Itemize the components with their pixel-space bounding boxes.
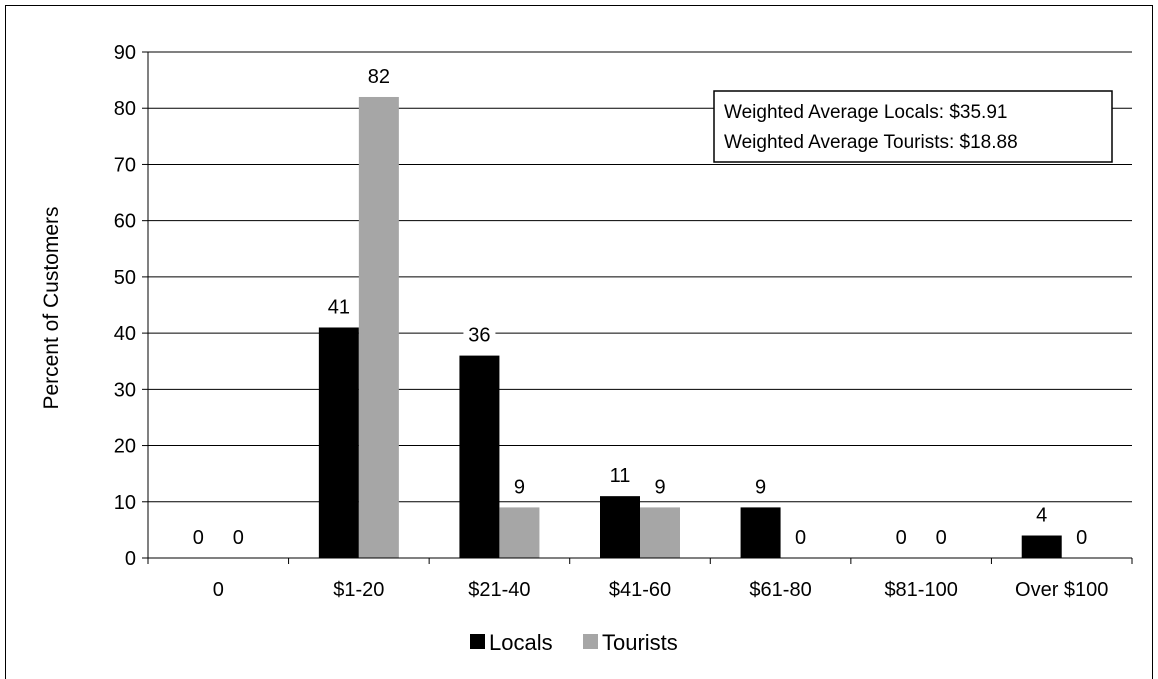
bars — [318, 96, 1062, 558]
data-label-tourists: 0 — [233, 527, 244, 549]
data-label-tourists: 0 — [936, 527, 947, 549]
annotation-line-locals: Weighted Average Locals: $35.91 — [724, 102, 1007, 123]
data-label-locals: 36 — [468, 325, 490, 347]
data-label-tourists: 9 — [654, 476, 665, 498]
y-tick-label: 40 — [114, 323, 136, 345]
data-labels: 0 41 36 11 9 0 4 0 82 9 9 0 0 0 — [188, 64, 1092, 549]
y-tick-label: 10 — [114, 492, 136, 514]
bar-locals — [740, 507, 781, 558]
y-tick-label: 60 — [114, 211, 136, 233]
data-label-tourists: 0 — [1076, 527, 1087, 549]
data-label-tourists: 9 — [514, 476, 525, 498]
chart-frame — [5, 5, 1153, 679]
y-tick-label: 30 — [114, 379, 136, 401]
data-label-bg — [188, 526, 209, 548]
data-label-bg — [463, 323, 496, 346]
data-label-bg — [362, 64, 395, 87]
x-tick-label: $1-20 — [333, 579, 384, 601]
x-tick-label: $61-80 — [749, 579, 811, 601]
data-label-locals: 41 — [328, 296, 350, 318]
bar-locals — [459, 355, 500, 558]
data-label-bg — [1031, 503, 1052, 526]
data-label-bg — [322, 295, 355, 318]
bar-locals — [318, 327, 359, 558]
legend: Locals Tourists — [470, 630, 678, 655]
bar-tourists — [358, 96, 399, 558]
data-label-tourists: 82 — [368, 66, 390, 88]
y-tick-label: 20 — [114, 436, 136, 458]
bar-tourists — [640, 507, 680, 558]
data-label-bg — [750, 475, 771, 498]
x-tick-label: $21-40 — [468, 579, 530, 601]
gridlines — [148, 51, 1132, 503]
x-tick-label: $41-60 — [609, 579, 671, 601]
bar-tourists — [499, 507, 540, 558]
y-tick-label: 50 — [114, 267, 136, 289]
data-label-bg — [228, 526, 249, 548]
data-label-bg — [1071, 526, 1092, 548]
annotation-line-tourists: Weighted Average Tourists: $18.88 — [724, 132, 1018, 153]
legend-swatch-locals — [470, 634, 485, 649]
data-label-bg — [790, 526, 811, 548]
x-tick-label: Over $100 — [1015, 579, 1108, 601]
y-tick-label: 80 — [114, 98, 136, 120]
data-label-locals: 9 — [755, 476, 766, 498]
x-tick-label: $81-100 — [884, 579, 957, 601]
annotation-box: Weighted Average Locals: $35.91 Weighted… — [713, 90, 1113, 163]
data-label-locals: 4 — [1036, 505, 1047, 527]
y-tick-label: 70 — [114, 154, 136, 176]
data-label-bg — [931, 526, 952, 548]
legend-label-locals: Locals — [489, 630, 553, 655]
legend-swatch-tourists — [583, 634, 598, 649]
data-label-locals: 11 — [610, 465, 631, 487]
bar-locals — [1021, 535, 1062, 558]
data-label-bg — [509, 475, 530, 498]
legend-label-tourists: Tourists — [602, 630, 678, 655]
data-label-bg — [891, 526, 912, 548]
data-label-locals: 0 — [896, 527, 907, 549]
x-tick-label: 0 — [213, 579, 224, 601]
y-tick-label: 90 — [114, 42, 136, 64]
data-label-tourists: 0 — [795, 527, 806, 549]
y-axis-label: Percent of Customers — [40, 206, 63, 409]
data-label-bg — [604, 464, 636, 487]
data-label-locals: 0 — [193, 527, 204, 549]
y-tick-label: 0 — [125, 548, 136, 570]
bar-locals — [600, 496, 640, 558]
data-label-bg — [650, 475, 670, 498]
